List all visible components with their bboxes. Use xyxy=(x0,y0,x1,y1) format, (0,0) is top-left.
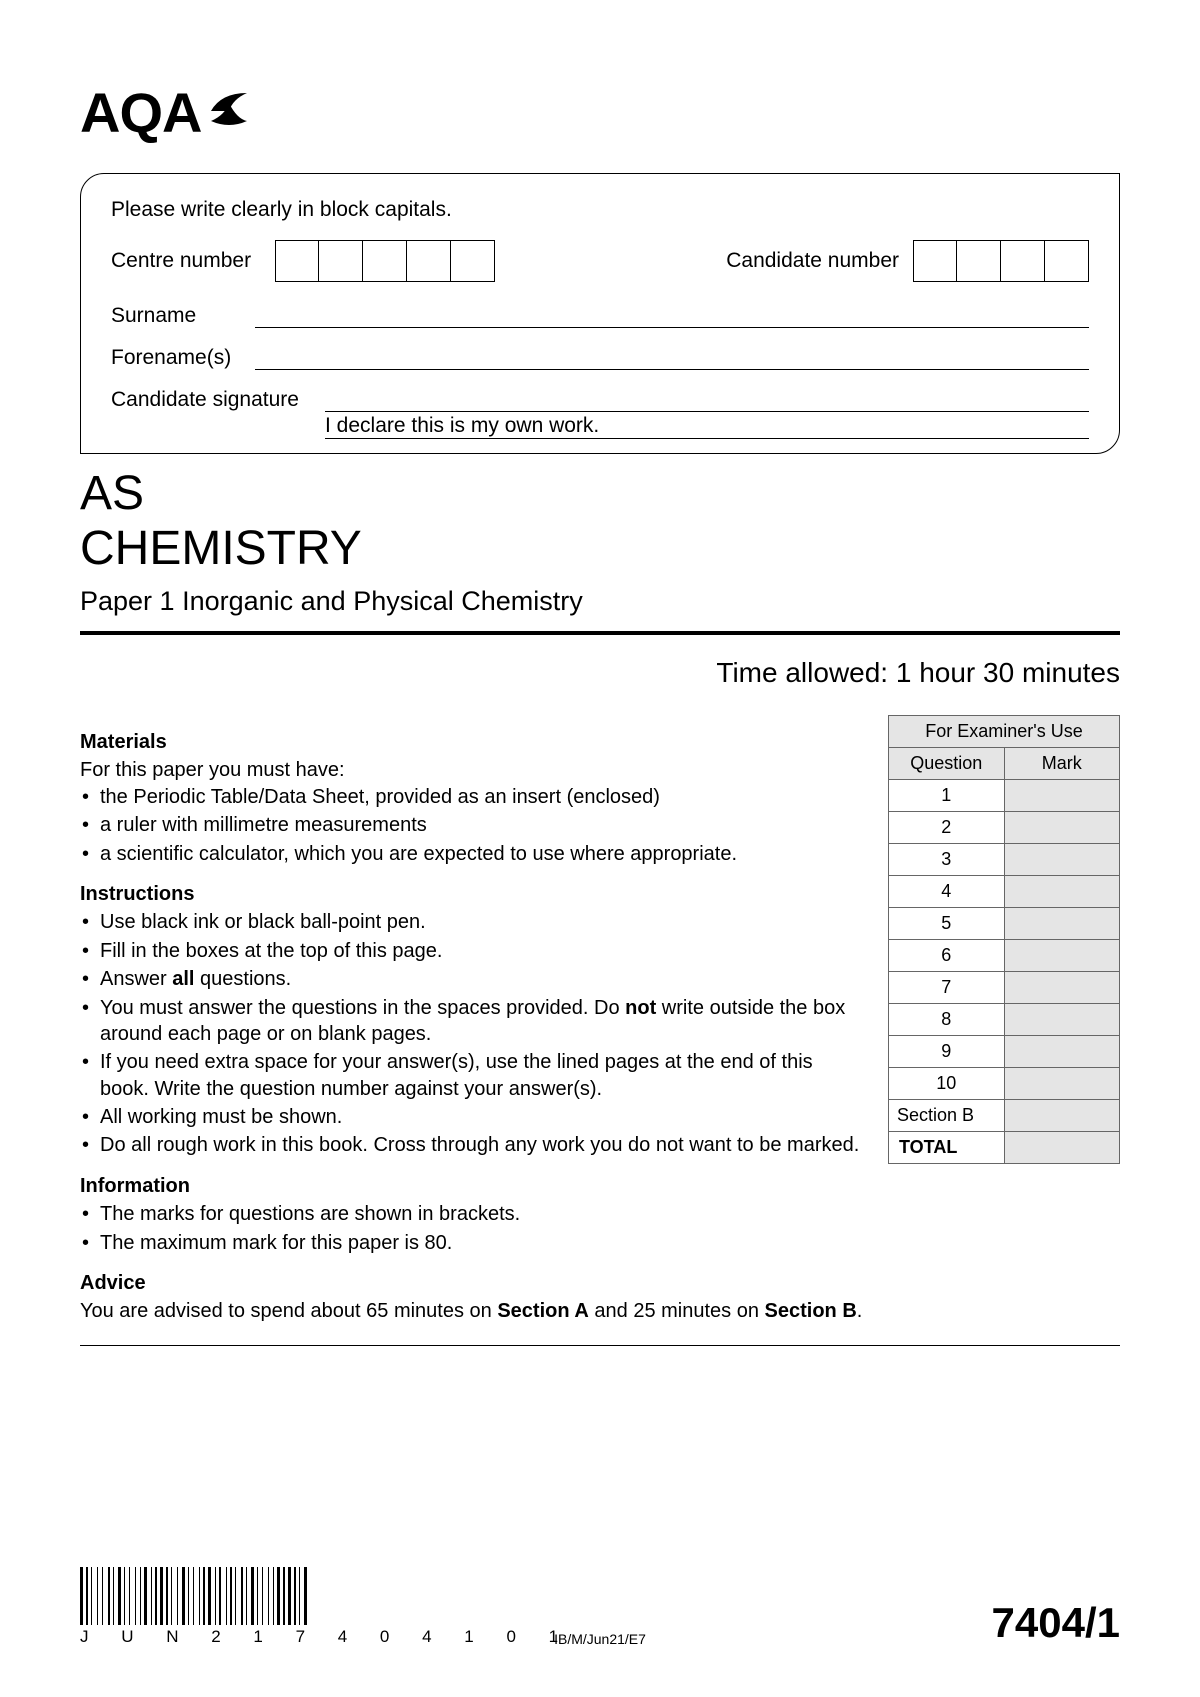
signature-label: Candidate signature xyxy=(111,388,311,412)
write-clearly-instruction: Please write clearly in block capitals. xyxy=(111,198,1089,222)
examiner-mark-table: For Examiner's Use Question Mark 1234567… xyxy=(888,715,1120,1164)
time-allowed: Time allowed: 1 hour 30 minutes xyxy=(80,657,1120,689)
surname-input-line[interactable] xyxy=(255,300,1089,328)
forenames-label: Forename(s) xyxy=(111,346,241,370)
forenames-input-line[interactable] xyxy=(255,342,1089,370)
divider-thin xyxy=(80,1345,1120,1346)
barcode xyxy=(80,1567,308,1625)
question-cell: 9 xyxy=(889,1036,1005,1068)
list-item: a scientific calculator, which you are e… xyxy=(80,841,864,867)
mark-cell[interactable] xyxy=(1004,1036,1120,1068)
list-item: All working must be shown. xyxy=(80,1104,864,1130)
mark-cell[interactable] xyxy=(1004,1004,1120,1036)
instructions-heading: Instructions xyxy=(80,881,864,907)
question-cell: 10 xyxy=(889,1068,1005,1100)
list-item: a ruler with millimetre measurements xyxy=(80,812,864,838)
list-item: Use black ink or black ball-point pen. xyxy=(80,909,864,935)
instructions-column: Materials For this paper you must have: … xyxy=(80,715,864,1325)
information-heading: Information xyxy=(80,1173,864,1199)
mark-cell[interactable] xyxy=(1004,908,1120,940)
list-item: Answer all questions. xyxy=(80,966,864,992)
list-item: the Periodic Table/Data Sheet, provided … xyxy=(80,784,864,810)
candidate-number-label: Candidate number xyxy=(726,249,899,273)
page-footer: J U N 2 1 7 4 0 4 1 0 1 IB/M/Jun21/E7 74… xyxy=(80,1567,1120,1647)
divider-thick xyxy=(80,631,1120,635)
qualification-level: AS xyxy=(80,466,1120,521)
advice-heading: Advice xyxy=(80,1270,864,1296)
list-item: Do all rough work in this book. Cross th… xyxy=(80,1132,864,1158)
surname-label: Surname xyxy=(111,304,241,328)
question-cell: 1 xyxy=(889,780,1005,812)
declaration-text: I declare this is my own work. xyxy=(325,414,1089,439)
list-item: You must answer the questions in the spa… xyxy=(80,995,864,1048)
paper-code: 7404/1 xyxy=(992,1599,1120,1647)
mark-col-header: Mark xyxy=(1004,748,1120,780)
question-cell: 5 xyxy=(889,908,1005,940)
instructions-list: Use black ink or black ball-point pen. Fi… xyxy=(80,909,864,1159)
materials-heading: Materials xyxy=(80,729,864,755)
paper-title: Paper 1 Inorganic and Physical Chemistry xyxy=(80,586,1120,617)
list-item: The maximum mark for this paper is 80. xyxy=(80,1230,864,1256)
question-cell: Section B xyxy=(889,1100,1005,1132)
mark-cell[interactable] xyxy=(1004,972,1120,1004)
list-item: If you need extra space for your answer(… xyxy=(80,1049,864,1102)
total-label: TOTAL xyxy=(889,1132,1005,1164)
mark-cell[interactable] xyxy=(1004,844,1120,876)
question-cell: 8 xyxy=(889,1004,1005,1036)
logo-text: AQA xyxy=(80,80,201,145)
question-cell: 2 xyxy=(889,812,1005,844)
candidate-info-box: Please write clearly in block capitals. … xyxy=(80,173,1120,454)
mark-cell[interactable] xyxy=(1004,1100,1120,1132)
centre-number-boxes[interactable] xyxy=(275,240,495,282)
materials-intro: For this paper you must have: xyxy=(80,757,864,783)
signature-input-line[interactable] xyxy=(325,384,1089,412)
mark-cell[interactable] xyxy=(1004,780,1120,812)
list-item: The marks for questions are shown in bra… xyxy=(80,1201,864,1227)
mark-cell[interactable] xyxy=(1004,1068,1120,1100)
mark-cell[interactable] xyxy=(1004,812,1120,844)
mark-cell[interactable] xyxy=(1004,876,1120,908)
candidate-number-boxes[interactable] xyxy=(913,240,1089,282)
centre-number-label: Centre number xyxy=(111,249,261,273)
question-cell: 4 xyxy=(889,876,1005,908)
aqa-logo: AQA xyxy=(80,80,1120,145)
question-cell: 6 xyxy=(889,940,1005,972)
question-cell: 3 xyxy=(889,844,1005,876)
question-cell: 7 xyxy=(889,972,1005,1004)
mark-cell[interactable] xyxy=(1004,940,1120,972)
examiner-table-title: For Examiner's Use xyxy=(889,716,1120,748)
barcode-text: J U N 2 1 7 4 0 4 1 0 1 xyxy=(80,1627,572,1647)
information-list: The marks for questions are shown in bra… xyxy=(80,1201,864,1256)
footer-reference: IB/M/Jun21/E7 xyxy=(554,1631,646,1647)
materials-list: the Periodic Table/Data Sheet, provided … xyxy=(80,784,864,867)
logo-swoosh-icon xyxy=(207,85,251,129)
list-item: Fill in the boxes at the top of this pag… xyxy=(80,938,864,964)
advice-text: You are advised to spend about 65 minute… xyxy=(80,1298,864,1324)
total-mark-cell[interactable] xyxy=(1004,1132,1120,1164)
question-col-header: Question xyxy=(889,748,1005,780)
subject-title: CHEMISTRY xyxy=(80,521,1120,576)
